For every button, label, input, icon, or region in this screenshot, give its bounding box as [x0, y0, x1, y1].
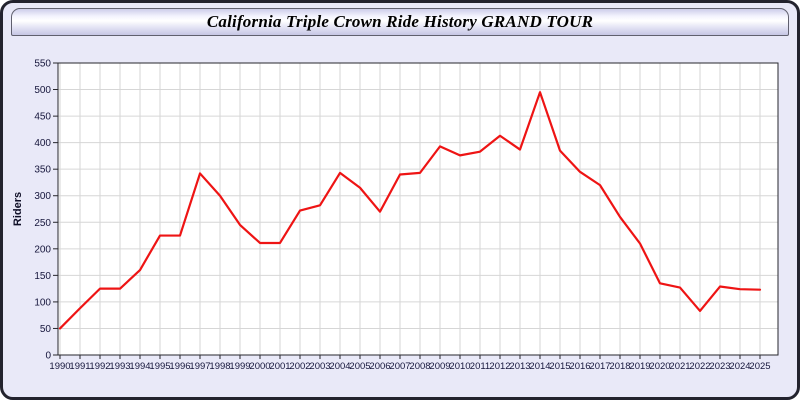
- x-tick-label: 2013: [509, 361, 530, 372]
- y-tick-label: 250: [34, 218, 51, 229]
- y-tick-label: 350: [34, 165, 51, 176]
- x-tick-label: 1997: [189, 361, 210, 372]
- x-tick-label: 2022: [689, 361, 710, 372]
- x-tick-label: 2007: [389, 361, 410, 372]
- x-tick-label: 1999: [229, 361, 250, 372]
- x-tick-label: 2019: [629, 361, 650, 372]
- y-tick-label: 400: [34, 138, 51, 149]
- x-tick-label: 2021: [669, 361, 690, 372]
- x-tick-label: 2017: [589, 361, 610, 372]
- x-tick-label: 2020: [649, 361, 670, 372]
- y-tick-label: 50: [40, 324, 52, 335]
- x-tick-label: 2011: [470, 361, 490, 372]
- y-tick-label: 550: [34, 59, 51, 70]
- plot-border: [57, 62, 779, 356]
- x-tick-label: 1992: [89, 361, 110, 372]
- x-tick-label: 2009: [429, 361, 450, 372]
- x-tick-label: 1993: [109, 361, 130, 372]
- ride-history-chart: 1990199119921993199419951996199719981999…: [12, 59, 779, 372]
- x-tick-label: 2025: [749, 361, 770, 372]
- x-tick-label: 2014: [529, 361, 550, 372]
- x-tick-label: 1991: [69, 361, 90, 372]
- y-tick-label: 500: [34, 85, 51, 96]
- x-tick-label: 1998: [209, 361, 230, 372]
- x-tick-label: 2004: [329, 361, 350, 372]
- x-tick-label: 2016: [569, 361, 590, 372]
- y-tick-label: 200: [34, 244, 51, 255]
- x-tick-label: 2018: [609, 361, 630, 372]
- x-tick-label: 2001: [269, 361, 290, 372]
- x-tick-label: 1996: [169, 361, 190, 372]
- x-tick-label: 2023: [709, 361, 730, 372]
- x-tick-label: 1995: [149, 361, 170, 372]
- x-tick-label: 2010: [449, 361, 470, 372]
- riders-line-series: [58, 91, 762, 330]
- y-tick-label: 0: [45, 351, 51, 362]
- x-tick-label: 2000: [249, 361, 270, 372]
- plot-area: [58, 63, 778, 355]
- x-tick-label: 2012: [489, 361, 510, 372]
- x-tick-label: 1990: [49, 361, 70, 372]
- x-tick-label: 2024: [729, 361, 750, 372]
- y-tick-label: 100: [34, 297, 51, 308]
- x-tick-label: 2005: [349, 361, 370, 372]
- y-axis-title: Riders: [12, 192, 24, 226]
- y-tick-label: 300: [34, 191, 51, 202]
- y-tick-label: 150: [34, 271, 51, 282]
- x-tick-label: 1994: [129, 361, 150, 372]
- x-tick-label: 2006: [369, 361, 390, 372]
- x-tick-label: 2003: [309, 361, 330, 372]
- title-bar: California Triple Crown Ride History GRA…: [11, 8, 789, 36]
- x-tick-label: 2002: [289, 361, 310, 372]
- x-tick-label: 2015: [549, 361, 570, 372]
- x-tick-label: 2008: [409, 361, 430, 372]
- y-tick-label: 450: [34, 112, 51, 123]
- chart-title: California Triple Crown Ride History GRA…: [206, 12, 594, 31]
